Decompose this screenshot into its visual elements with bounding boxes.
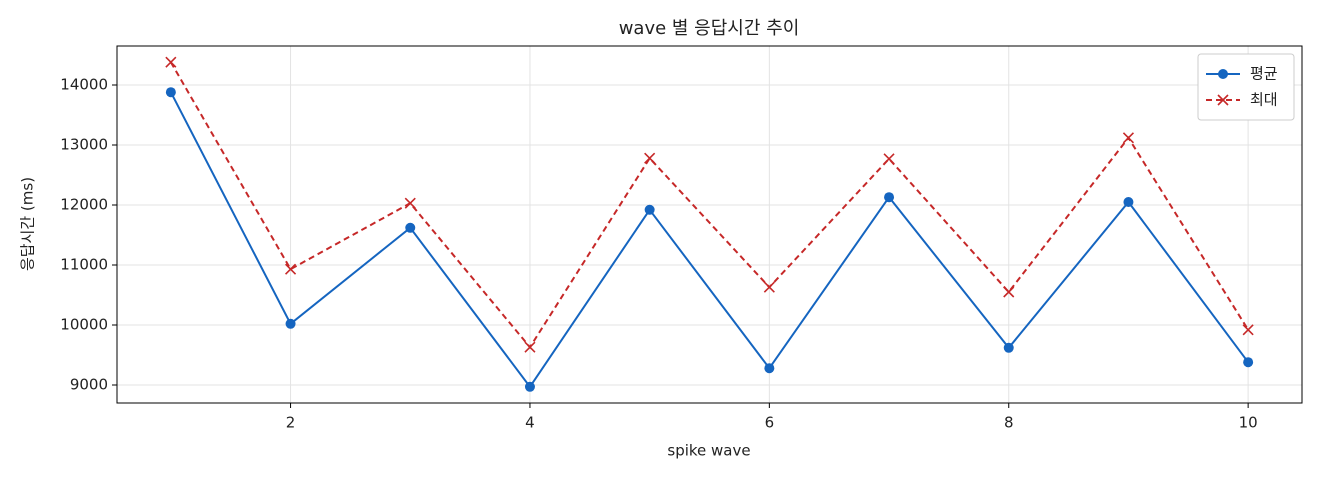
y-tick-label: 12000 xyxy=(60,196,108,214)
marker xyxy=(644,152,656,164)
marker xyxy=(1217,94,1229,106)
series-line xyxy=(169,91,1249,389)
marker-stroke xyxy=(1122,132,1135,144)
plot-frame xyxy=(116,45,1303,404)
marker xyxy=(1242,324,1254,336)
marker-stroke xyxy=(404,197,416,209)
marker xyxy=(404,197,416,209)
marker xyxy=(405,222,416,233)
y-tick-label: 14000 xyxy=(60,76,108,94)
marker xyxy=(644,204,655,215)
marker xyxy=(1218,69,1228,79)
legend-box xyxy=(1197,53,1295,121)
marker xyxy=(1123,197,1134,207)
marker-stroke xyxy=(284,263,297,275)
marker-stroke xyxy=(524,341,536,353)
marker xyxy=(1003,286,1015,298)
marker-stroke xyxy=(883,153,895,165)
y-tick-label: 9000 xyxy=(70,376,108,394)
marker xyxy=(764,363,775,374)
marker xyxy=(1003,342,1014,353)
marker xyxy=(524,341,536,353)
marker-stroke xyxy=(165,56,177,68)
marker-stroke xyxy=(644,152,656,164)
marker xyxy=(165,87,176,98)
y-axis-label: 응답시간 (ms) xyxy=(19,177,37,271)
marker xyxy=(883,153,895,165)
marker xyxy=(284,263,297,275)
marker xyxy=(1243,357,1254,368)
marker xyxy=(165,56,177,68)
marker xyxy=(524,381,535,392)
y-tick-label: 13000 xyxy=(60,136,108,154)
marker-stroke xyxy=(1217,94,1229,106)
series-line xyxy=(169,61,1249,349)
marker xyxy=(884,192,895,203)
marker xyxy=(763,281,775,293)
x-tick-label: 8 xyxy=(1004,414,1014,432)
y-tick-label: 10000 xyxy=(60,316,108,334)
x-axis-label: spike wave xyxy=(667,442,750,460)
x-tick-label: 6 xyxy=(765,414,775,432)
marker-stroke xyxy=(1242,324,1254,336)
marker xyxy=(1122,132,1135,144)
x-tick-label: 2 xyxy=(286,414,296,432)
legend-label: 평균 xyxy=(1250,65,1278,83)
chart-title: wave 별 응답시간 추이 xyxy=(619,18,800,39)
x-tick-label: 10 xyxy=(1239,414,1258,432)
marker-stroke xyxy=(1003,286,1015,298)
x-tick-label: 4 xyxy=(525,414,535,432)
y-tick-label: 11000 xyxy=(60,256,108,274)
marker xyxy=(285,318,296,329)
legend-label: 최대 xyxy=(1250,91,1278,109)
marker-stroke xyxy=(763,281,775,293)
